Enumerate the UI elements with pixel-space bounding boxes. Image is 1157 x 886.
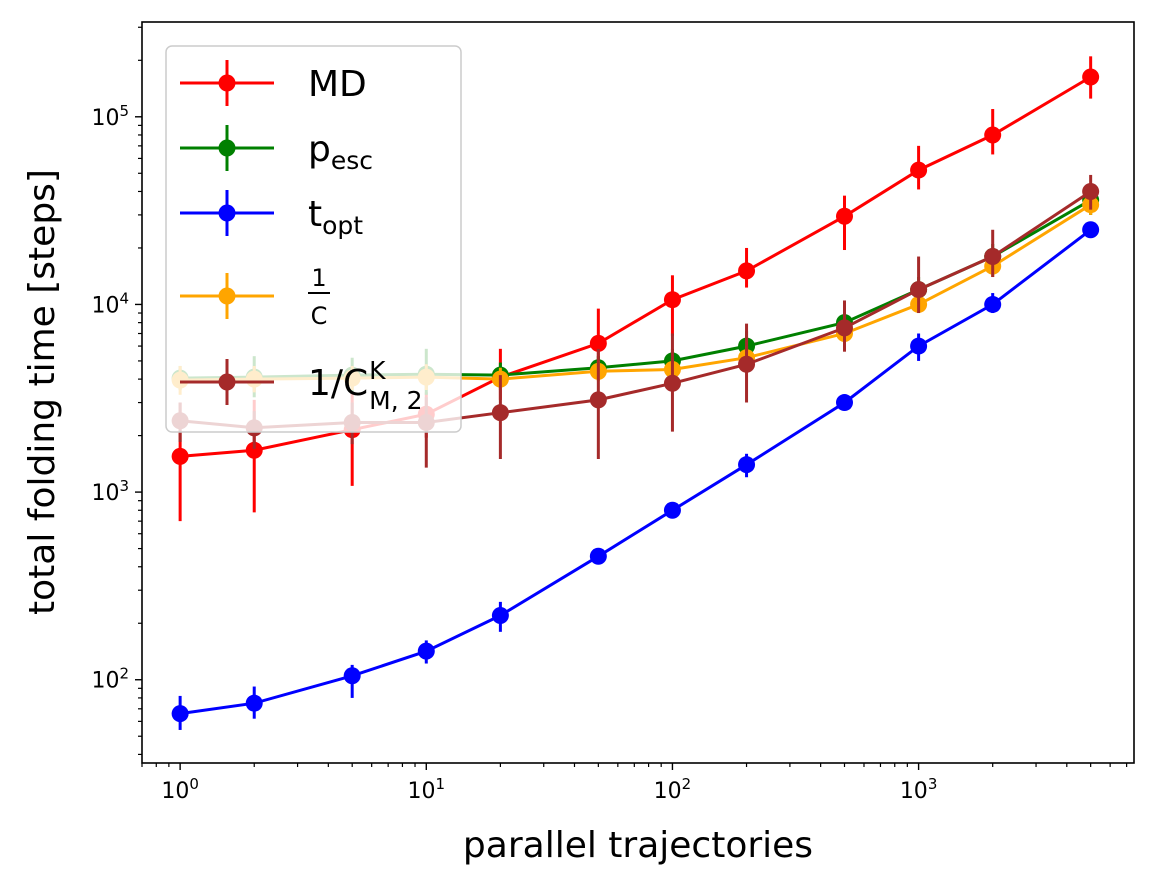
data-point <box>417 642 435 660</box>
series-line <box>179 228 1092 716</box>
data-point <box>835 319 853 337</box>
x-tick-label: 102 <box>654 775 692 804</box>
plot-frame <box>141 21 1135 764</box>
legend-marker <box>218 74 236 92</box>
data-point <box>1082 221 1100 239</box>
y-axis-label: total folding time [steps] <box>22 169 63 615</box>
data-point <box>835 207 853 225</box>
x-axis-ticks: 100 101 102 103 <box>161 763 937 804</box>
data-point <box>910 337 928 355</box>
legend-marker <box>218 373 236 391</box>
legend-numerator: 1 <box>311 264 326 292</box>
data-point <box>663 291 681 309</box>
legend-label: 1/CK M, 2 <box>308 356 423 415</box>
legend-item-t_opt: topt <box>180 190 363 240</box>
data-point <box>1082 68 1100 86</box>
legend-item-inv_cmk2: 1/CK M, 2 <box>180 356 423 415</box>
legend-denominator: C <box>311 302 328 330</box>
y-tick-label: 103 <box>91 477 129 506</box>
data-point <box>171 705 189 723</box>
data-point <box>491 404 509 422</box>
data-point <box>1082 182 1100 200</box>
legend-label: pesc <box>308 129 373 175</box>
data-point <box>589 391 607 409</box>
data-point <box>984 295 1002 313</box>
legend-marker <box>218 139 236 157</box>
data-point <box>984 248 1002 266</box>
legend-box <box>165 45 462 433</box>
series-t_opt <box>171 221 1100 730</box>
legend-item-p_esc: pesc <box>180 125 373 175</box>
data-point <box>984 126 1002 144</box>
data-point <box>738 355 756 373</box>
data-point <box>171 447 189 465</box>
y-tick-label: 105 <box>91 102 129 131</box>
data-point <box>589 547 607 565</box>
data-point <box>910 281 928 299</box>
legend-marker <box>218 287 236 305</box>
x-axis-label: parallel trajectories <box>463 825 813 866</box>
series-line <box>179 75 1092 458</box>
data-point <box>245 441 263 459</box>
legend-item-md: MD <box>180 60 367 106</box>
data-point <box>589 334 607 352</box>
data-point <box>491 606 509 624</box>
legend-label: topt <box>308 194 363 240</box>
x-tick-label: 103 <box>900 775 938 804</box>
data-point <box>835 394 853 412</box>
legend-label: MD <box>308 64 367 105</box>
data-point <box>245 694 263 712</box>
y-axis-ticks: 102 103 104 105 <box>91 102 142 694</box>
data-point <box>738 262 756 280</box>
x-tick-label: 101 <box>408 775 446 804</box>
legend-marker <box>218 204 236 222</box>
data-point <box>663 374 681 392</box>
legend-item-inv_c: 1C <box>180 264 330 330</box>
data-point <box>343 667 361 685</box>
data-point <box>738 456 756 474</box>
data-point <box>663 501 681 519</box>
data-point <box>910 161 928 179</box>
y-tick-label: 102 <box>91 665 129 694</box>
y-tick-label: 104 <box>91 289 129 318</box>
x-tick-label: 100 <box>161 775 199 804</box>
